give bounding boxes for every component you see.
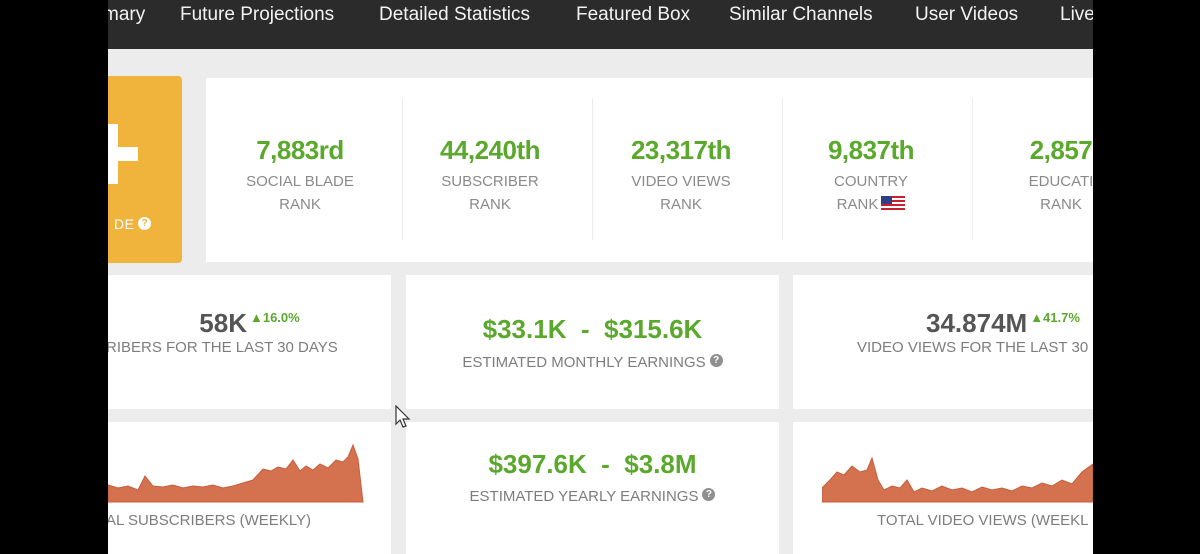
subscribers-weekly-label: AL SUBSCRIBERS (WEEKLY) <box>108 512 312 529</box>
letterbox-right <box>1093 0 1200 554</box>
yearly-earnings-value: $397.6K - $3.8M <box>488 449 697 479</box>
rank-social-blade: 7,883rd SOCIAL BLADE RANK <box>205 135 395 216</box>
rank-label-line1: VIDEO VIEWS <box>631 173 731 190</box>
rank-value: 7,883rd <box>256 135 344 165</box>
yearly-earnings-label: ESTIMATED YEARLY EARNINGS <box>469 488 699 505</box>
nav-detailed-statistics[interactable]: Detailed Statistics <box>379 4 531 25</box>
rank-label-line2-text: RANK <box>836 196 879 213</box>
nav-featured-box[interactable]: Featured Box <box>576 4 691 25</box>
rank-subscriber: 44,240th SUBSCRIBER RANK <box>395 135 585 216</box>
rank-value: 23,317th <box>630 135 732 165</box>
grade-label: DE? <box>114 216 152 232</box>
subscribers-30-days-card <box>108 275 391 409</box>
stat-value-row: 34.874M ▲41.7% <box>926 308 1080 339</box>
help-icon[interactable]: ? <box>702 488 716 501</box>
nav-future-projections[interactable]: Future Projections <box>180 4 335 25</box>
rank-value: 9,837th <box>827 135 915 165</box>
monthly-earnings-label: ESTIMATED MONTHLY EARNINGS <box>462 354 706 371</box>
monthly-earnings-value: $33.1K - $315.6K <box>482 314 703 344</box>
nav-summary[interactable]: mary <box>108 4 146 25</box>
divider <box>402 98 403 240</box>
yearly-earnings-card <box>406 422 779 554</box>
stat-value-row: 58K ▲16.0% <box>108 308 391 339</box>
rank-label-line2: RANK <box>660 196 702 213</box>
divider <box>592 98 593 240</box>
rank-label-line1: EDUCATI <box>1028 173 1093 190</box>
rank-value: 2,857 <box>1029 135 1093 165</box>
subscribers-weekly-sparkline <box>108 443 364 503</box>
rank-label-line2: RANK <box>1040 196 1082 213</box>
rank-label-line1: SUBSCRIBER <box>441 173 539 190</box>
nav-similar-channels[interactable]: Similar Channels <box>729 4 873 25</box>
divider <box>972 98 973 240</box>
page-viewport: mary Future Projections Detailed Statist… <box>108 0 1093 554</box>
rank-label-line2: RANK <box>279 196 321 213</box>
rank-value: 44,240th <box>439 135 541 165</box>
plus-icon-vertical <box>108 124 118 184</box>
views-30-days-card <box>793 275 1093 409</box>
rank-country: 9,837th COUNTRY RANK <box>776 135 966 216</box>
grade-box[interactable]: DE? <box>108 76 182 263</box>
nav-live[interactable]: Live <box>1060 4 1093 25</box>
views-weekly-sparkline <box>822 456 1093 503</box>
us-flag-icon <box>881 196 906 210</box>
rank-label-line1: COUNTRY <box>834 173 908 190</box>
subscribers-30-change: ▲16.0% <box>249 310 300 325</box>
divider <box>782 98 783 240</box>
subscribers-30-label: RIBERS FOR THE LAST 30 DAYS <box>108 339 338 356</box>
views-30-change: ▲41.7% <box>1030 310 1080 325</box>
views-weekly-label: TOTAL VIDEO VIEWS (WEEKL <box>877 512 1089 529</box>
views-30-value: 34.874M <box>926 308 1028 338</box>
subscribers-30-value: 58K <box>199 308 247 338</box>
top-nav-bar: mary Future Projections Detailed Statist… <box>108 0 1093 49</box>
rank-label-line1: SOCIAL BLADE <box>246 173 354 190</box>
grade-label-text: DE <box>114 216 135 232</box>
letterbox-left <box>0 0 108 554</box>
rank-label-line2: RANK <box>776 193 966 216</box>
yearly-earnings-label-row: ESTIMATED YEARLY EARNINGS? <box>406 488 779 505</box>
views-30-days: 34.874M ▲41.7% <box>926 308 1080 339</box>
monthly-earnings: $33.1K - $315.6K ESTIMATED MONTHLY EARNI… <box>406 314 779 371</box>
subscribers-30-days: 58K ▲16.0% <box>108 308 391 339</box>
rank-card <box>206 78 1093 262</box>
rank-video-views: 23,317th VIDEO VIEWS RANK <box>586 135 776 216</box>
monthly-earnings-card <box>406 275 779 409</box>
mouse-pointer-icon <box>395 405 411 428</box>
views-30-label: VIDEO VIEWS FOR THE LAST 30 D <box>857 339 1093 356</box>
help-icon[interactable]: ? <box>138 217 152 230</box>
help-icon[interactable]: ? <box>709 354 723 367</box>
monthly-earnings-label-row: ESTIMATED MONTHLY EARNINGS? <box>406 354 779 371</box>
rank-label-line2: RANK <box>469 196 511 213</box>
yearly-earnings: $397.6K - $3.8M ESTIMATED YEARLY EARNING… <box>406 449 779 505</box>
rank-education: 2,857 EDUCATI RANK <box>966 135 1093 216</box>
nav-user-videos[interactable]: User Videos <box>915 4 1019 25</box>
